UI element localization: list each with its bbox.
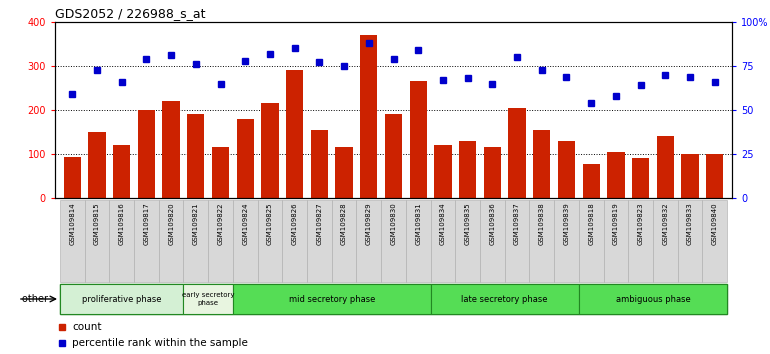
Text: GSM109828: GSM109828	[341, 202, 347, 245]
Text: late secretory phase: late secretory phase	[461, 295, 548, 303]
Bar	[236, 119, 254, 198]
Bar	[60, 200, 85, 282]
Bar	[504, 200, 530, 282]
Bar	[406, 200, 430, 282]
Text: percentile rank within the sample: percentile rank within the sample	[72, 338, 248, 348]
Text: GDS2052 / 226988_s_at: GDS2052 / 226988_s_at	[55, 7, 206, 20]
Bar	[85, 200, 109, 282]
Text: GSM109836: GSM109836	[489, 202, 495, 245]
Text: GSM109837: GSM109837	[514, 202, 520, 245]
Bar	[89, 132, 105, 198]
Bar	[381, 200, 406, 282]
Bar	[657, 136, 674, 198]
Bar	[183, 200, 208, 282]
Bar	[430, 284, 579, 314]
Bar	[484, 147, 501, 198]
Bar	[357, 200, 381, 282]
Bar	[183, 284, 233, 314]
Bar	[579, 284, 727, 314]
Text: GSM109822: GSM109822	[218, 202, 223, 245]
Bar	[459, 141, 477, 198]
Bar	[554, 200, 579, 282]
Bar	[628, 200, 653, 282]
Bar	[706, 154, 723, 198]
Text: ambiguous phase: ambiguous phase	[615, 295, 691, 303]
Bar	[434, 145, 451, 198]
Bar	[64, 157, 81, 198]
Bar	[678, 200, 702, 282]
Text: GSM109815: GSM109815	[94, 202, 100, 245]
Text: GSM109832: GSM109832	[662, 202, 668, 245]
Bar	[702, 200, 727, 282]
Text: mid secretory phase: mid secretory phase	[289, 295, 375, 303]
Text: GSM109830: GSM109830	[390, 202, 397, 245]
Text: GSM109840: GSM109840	[711, 202, 718, 245]
Text: GSM109829: GSM109829	[366, 202, 372, 245]
Text: GSM109834: GSM109834	[440, 202, 446, 245]
Bar	[311, 130, 328, 198]
Text: GSM109831: GSM109831	[415, 202, 421, 245]
Bar	[233, 284, 430, 314]
Bar	[212, 147, 229, 198]
Bar	[187, 114, 205, 198]
Text: GSM109838: GSM109838	[539, 202, 544, 245]
Bar	[360, 35, 377, 198]
Bar	[113, 145, 130, 198]
Text: GSM109835: GSM109835	[464, 202, 470, 245]
Bar	[579, 200, 604, 282]
Text: early secretory
phase: early secretory phase	[182, 292, 234, 306]
Bar	[430, 200, 455, 282]
Bar	[681, 154, 698, 198]
Text: GSM109833: GSM109833	[687, 202, 693, 245]
Bar	[109, 200, 134, 282]
Bar	[138, 110, 155, 198]
Text: GSM109819: GSM109819	[613, 202, 619, 245]
Bar	[261, 103, 279, 198]
Bar	[60, 284, 183, 314]
Text: count: count	[72, 322, 102, 332]
Bar	[159, 200, 183, 282]
Bar	[557, 141, 575, 198]
Bar	[653, 200, 678, 282]
Text: proliferative phase: proliferative phase	[82, 295, 162, 303]
Text: GSM109825: GSM109825	[267, 202, 273, 245]
Bar	[258, 200, 283, 282]
Bar	[608, 152, 624, 198]
Text: GSM109817: GSM109817	[143, 202, 149, 245]
Text: GSM109823: GSM109823	[638, 202, 644, 245]
Bar	[533, 130, 551, 198]
Bar	[336, 147, 353, 198]
Text: GSM109816: GSM109816	[119, 202, 125, 245]
Text: GSM109839: GSM109839	[564, 202, 570, 245]
Bar	[455, 200, 480, 282]
Bar	[410, 81, 427, 198]
Bar	[283, 200, 307, 282]
Text: GSM109827: GSM109827	[316, 202, 323, 245]
Bar	[632, 158, 649, 198]
Text: GSM109814: GSM109814	[69, 202, 75, 245]
Bar	[583, 164, 600, 198]
Bar	[286, 70, 303, 198]
Text: GSM109826: GSM109826	[292, 202, 298, 245]
Bar	[480, 200, 504, 282]
Bar	[332, 200, 357, 282]
Text: GSM109818: GSM109818	[588, 202, 594, 245]
Text: GSM109824: GSM109824	[243, 202, 248, 245]
Bar	[208, 200, 233, 282]
Bar	[604, 200, 628, 282]
Text: other: other	[22, 294, 51, 304]
Bar	[134, 200, 159, 282]
Bar	[307, 200, 332, 282]
Bar	[508, 108, 526, 198]
Text: GSM109820: GSM109820	[168, 202, 174, 245]
Bar	[530, 200, 554, 282]
Bar	[233, 200, 258, 282]
Bar	[162, 101, 179, 198]
Bar	[385, 114, 402, 198]
Text: GSM109821: GSM109821	[192, 202, 199, 245]
